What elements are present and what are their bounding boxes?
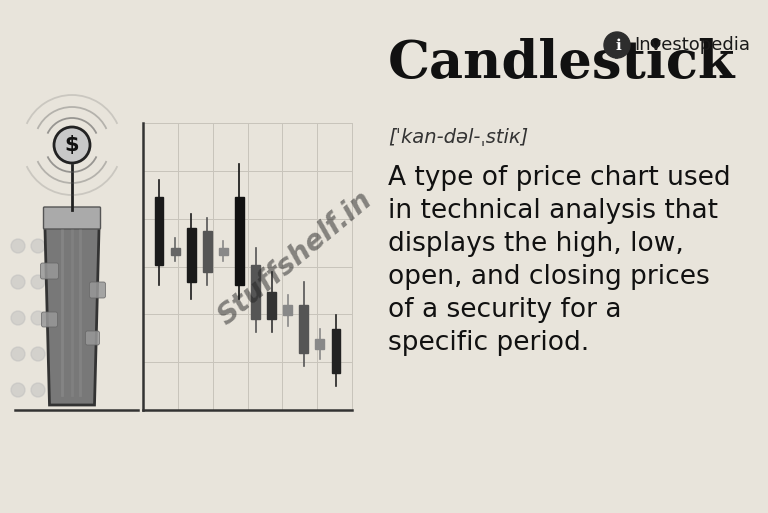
Text: A type of price chart used: A type of price chart used	[388, 165, 730, 191]
Circle shape	[604, 32, 630, 58]
Circle shape	[31, 347, 45, 361]
Text: Stuffshelf.in: Stuffshelf.in	[213, 186, 378, 330]
Text: Investopedia: Investopedia	[634, 36, 750, 54]
Bar	[300, 305, 308, 352]
Polygon shape	[45, 210, 100, 405]
Text: open, and closing prices: open, and closing prices	[388, 264, 710, 290]
Circle shape	[11, 275, 25, 289]
Bar	[235, 198, 244, 285]
FancyBboxPatch shape	[41, 263, 58, 279]
Circle shape	[11, 383, 25, 397]
Bar	[267, 292, 276, 319]
FancyBboxPatch shape	[44, 207, 101, 229]
Circle shape	[31, 383, 45, 397]
Bar	[187, 228, 196, 282]
Bar	[203, 231, 212, 271]
Circle shape	[11, 311, 25, 325]
Bar	[251, 265, 260, 319]
FancyBboxPatch shape	[90, 282, 105, 298]
Bar	[316, 339, 324, 349]
Circle shape	[31, 311, 45, 325]
Bar	[219, 248, 228, 254]
Text: specific period.: specific period.	[388, 330, 589, 356]
Text: in technical analysis that: in technical analysis that	[388, 198, 718, 224]
FancyBboxPatch shape	[85, 331, 100, 345]
Text: Candlestick: Candlestick	[388, 38, 736, 89]
Circle shape	[11, 239, 25, 253]
Text: $: $	[65, 135, 79, 155]
Text: of a security for a: of a security for a	[388, 297, 621, 323]
Circle shape	[31, 239, 45, 253]
Bar	[170, 248, 180, 254]
Text: [ˈkan-dəl-ˌstiк]: [ˈkan-dəl-ˌstiк]	[388, 128, 528, 147]
Circle shape	[11, 347, 25, 361]
Text: displays the high, low,: displays the high, low,	[388, 231, 684, 257]
Bar	[283, 305, 292, 315]
Bar	[154, 198, 164, 265]
Bar	[332, 329, 340, 373]
Circle shape	[31, 275, 45, 289]
FancyBboxPatch shape	[41, 312, 58, 327]
Text: ℹ: ℹ	[615, 37, 621, 52]
Circle shape	[54, 127, 90, 163]
